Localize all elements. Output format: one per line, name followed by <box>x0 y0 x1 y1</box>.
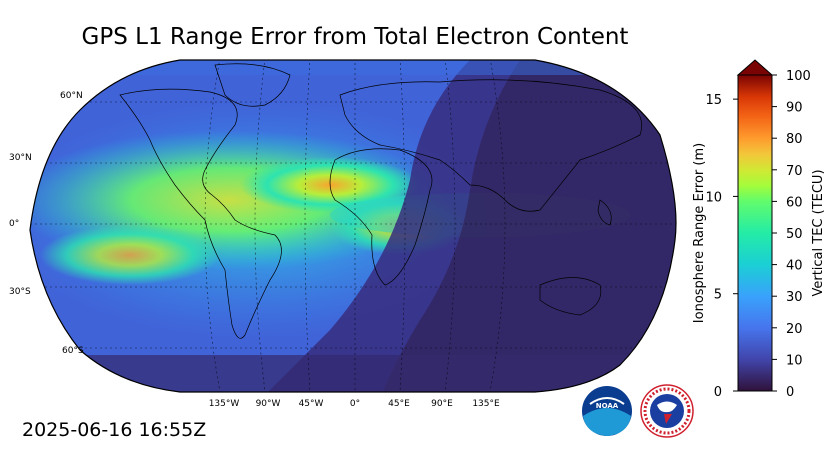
colorbar-right-tick-label: 50 <box>786 227 803 242</box>
colorbar-right-tick-label: 20 <box>786 322 803 337</box>
colorbar-right-ticks: 0 10 20 30 40 50 60 70 80 90 100 <box>772 69 811 400</box>
lon-label: 90°E <box>431 399 453 409</box>
lon-label: 45°W <box>299 399 324 409</box>
lat-label: 60°N <box>60 91 83 101</box>
nws-logo <box>640 384 694 438</box>
colorbar-left-tick-label: 0 <box>714 385 722 400</box>
lat-label: 30°S <box>9 287 31 297</box>
right-axis-label: Vertical TEC (TECU) <box>811 169 826 296</box>
lon-label: 135°E <box>472 399 500 409</box>
lon-label: 45°E <box>388 399 410 409</box>
lat-label: 60°S <box>62 346 84 356</box>
colorbar-gradient <box>737 74 773 392</box>
noaa-logo: NOAA <box>582 386 632 436</box>
lon-label: 0° <box>350 399 360 409</box>
colorbar-right-tick-label: 70 <box>786 164 803 179</box>
colorbar-right-tick-label: 60 <box>786 195 803 210</box>
colorbar-right-tick-label: 40 <box>786 259 803 274</box>
map-border <box>29 59 677 393</box>
coastlines <box>119 63 642 339</box>
graticule <box>30 60 676 392</box>
colorbar-right-tick-label: 90 <box>786 101 803 116</box>
colorbar <box>736 59 774 392</box>
left-axis-label: Ionosphere Range Error (m) <box>692 143 707 323</box>
colorbar-left-tick-label: 10 <box>705 190 722 205</box>
colorbar-extend-arrow <box>736 59 774 76</box>
colorbar-left-tick-label: 5 <box>714 288 722 303</box>
colorbar-left-ticks: 0 5 10 15 <box>705 93 738 400</box>
colorbar-left-tick-label: 15 <box>705 93 722 108</box>
lon-label: 90°W <box>256 399 281 409</box>
colorbar-right-tick-label: 80 <box>786 132 803 147</box>
lat-label: 0° <box>9 219 19 229</box>
noaa-logo-text: NOAA <box>596 402 619 410</box>
colorbar-right-tick-label: 0 <box>786 385 794 400</box>
colorbar-right-tick-label: 30 <box>786 290 803 305</box>
tec-field <box>30 60 676 392</box>
timestamp: 2025-06-16 16:55Z <box>22 419 207 441</box>
lon-label: 135°W <box>209 399 240 409</box>
colorbar-right-tick-label: 100 <box>786 69 811 84</box>
lat-label: 30°N <box>9 153 32 163</box>
chart-title: GPS L1 Range Error from Total Electron C… <box>81 24 629 50</box>
colorbar-right-tick-label: 10 <box>786 353 803 368</box>
